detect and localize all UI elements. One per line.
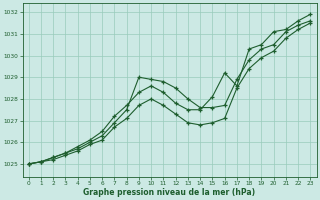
X-axis label: Graphe pression niveau de la mer (hPa): Graphe pression niveau de la mer (hPa): [84, 188, 256, 197]
